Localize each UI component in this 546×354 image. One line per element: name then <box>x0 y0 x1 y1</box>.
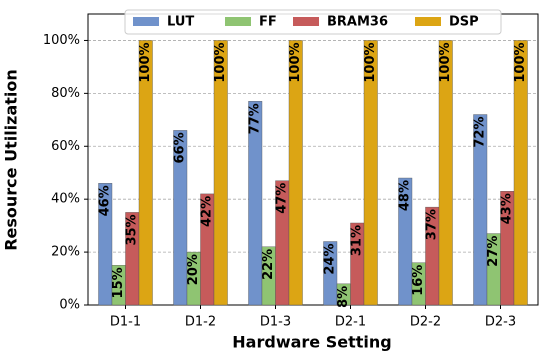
bar <box>248 101 263 306</box>
y-tick-label: 60% <box>51 139 80 154</box>
bar <box>398 177 413 306</box>
value-label: 43% <box>500 193 515 224</box>
x-tick-label: D2-2 <box>410 315 441 330</box>
value-label: 66% <box>173 132 188 163</box>
legend-label: DSP <box>449 15 479 30</box>
legend-swatch <box>225 17 251 26</box>
y-tick-label: 80% <box>51 86 80 101</box>
legend-swatch <box>133 17 159 26</box>
x-tick-label: D2-1 <box>335 315 366 330</box>
bar <box>213 40 228 306</box>
y-tick-label: 20% <box>51 245 80 260</box>
legend-swatch <box>293 17 319 26</box>
bar <box>473 114 488 306</box>
value-label: 37% <box>425 209 440 240</box>
legend-label: LUT <box>167 15 194 30</box>
bar <box>138 40 153 306</box>
plot-frame <box>87 13 539 306</box>
value-label: 8% <box>336 286 351 308</box>
bar <box>323 241 338 306</box>
value-label: 48% <box>398 180 413 211</box>
y-tick-label: 100% <box>43 33 80 48</box>
value-label: 100% <box>288 42 303 82</box>
bar <box>173 130 188 306</box>
y-axis-label: Resource Utilization <box>2 69 21 251</box>
value-label: 24% <box>323 244 338 275</box>
legend-swatch <box>415 17 441 26</box>
value-label: 31% <box>350 225 365 256</box>
value-label: 47% <box>275 183 290 214</box>
value-label: 72% <box>473 117 488 148</box>
bar <box>438 40 453 306</box>
value-label: 27% <box>486 236 501 267</box>
legend-label: FF <box>259 15 277 30</box>
y-tick-label: 0% <box>59 298 80 313</box>
value-label: 100% <box>213 42 228 82</box>
x-tick-label: D1-2 <box>185 315 216 330</box>
x-tick-label: D1-1 <box>110 315 141 330</box>
value-label: 77% <box>248 103 263 134</box>
y-tick-label: 40% <box>51 192 80 207</box>
value-label: 15% <box>111 267 126 298</box>
value-label: 100% <box>363 42 378 82</box>
bar <box>288 40 303 306</box>
value-label: 42% <box>200 196 215 227</box>
value-label: 100% <box>438 42 453 82</box>
bar <box>98 183 113 306</box>
value-label: 46% <box>98 185 113 216</box>
x-tick-label: D2-3 <box>485 315 516 330</box>
legend-label: BRAM36 <box>327 15 388 30</box>
value-label: 20% <box>186 254 201 285</box>
value-label: 100% <box>138 42 153 82</box>
x-tick-label: D1-3 <box>260 315 291 330</box>
value-label: 22% <box>261 249 276 280</box>
value-label: 35% <box>125 214 140 245</box>
bar <box>363 40 378 306</box>
bar <box>513 40 528 306</box>
x-axis-label: Hardware Setting <box>232 333 391 352</box>
value-label: 100% <box>513 42 528 82</box>
value-label: 16% <box>411 265 426 296</box>
